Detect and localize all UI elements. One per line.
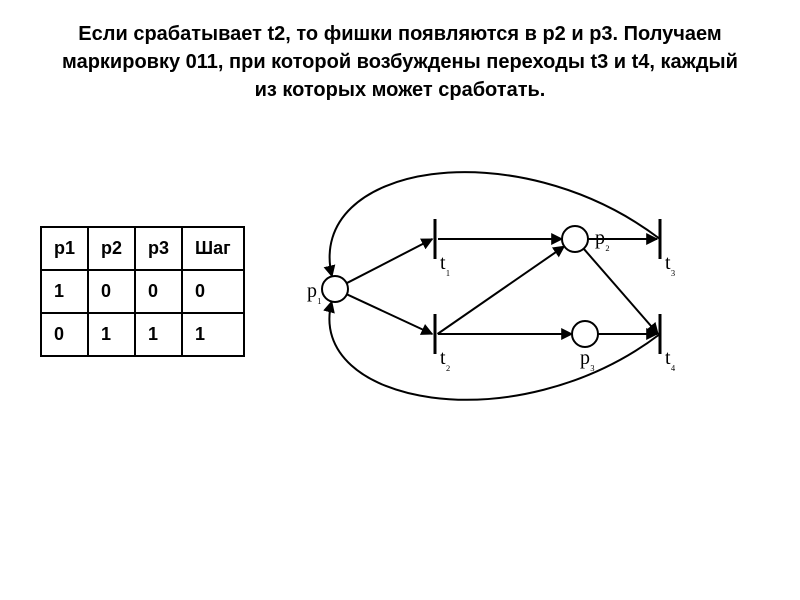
svg-text:t₄: t₄ (665, 347, 676, 372)
svg-text:t₃: t₃ (665, 252, 676, 277)
svg-text:p₂: p₂ (595, 227, 610, 252)
table-cell: 1 (135, 313, 182, 356)
svg-text:t₁: t₁ (440, 252, 450, 277)
svg-text:t₂: t₂ (440, 347, 451, 372)
table-header: p3 (135, 227, 182, 270)
svg-text:p₁: p₁ (307, 280, 322, 305)
table-header: p2 (88, 227, 135, 270)
table-row: 1000 (41, 270, 244, 313)
table-cell: 0 (135, 270, 182, 313)
table-cell: 1 (41, 270, 88, 313)
page-title: Если срабатывает t2, то фишки появляются… (30, 20, 770, 104)
table-header: Шаг (182, 227, 244, 270)
table-row: 0111 (41, 313, 244, 356)
table-cell: 1 (182, 313, 244, 356)
table-cell: 0 (41, 313, 88, 356)
svg-text:p₃: p₃ (580, 347, 595, 372)
table-cell: 0 (88, 270, 135, 313)
table-cell: 1 (88, 313, 135, 356)
petri-net-diagram: t₁ t₂ t₃ t₄ p₁ p₂ p₃ (265, 134, 770, 449)
table-header: p1 (41, 227, 88, 270)
content-area: p1p2p3Шаг 10000111 t₁t₂t₃t₄p₁p₂p₃ (30, 134, 770, 449)
table-cell: 0 (182, 270, 244, 313)
marking-table: p1p2p3Шаг 10000111 (40, 226, 245, 357)
